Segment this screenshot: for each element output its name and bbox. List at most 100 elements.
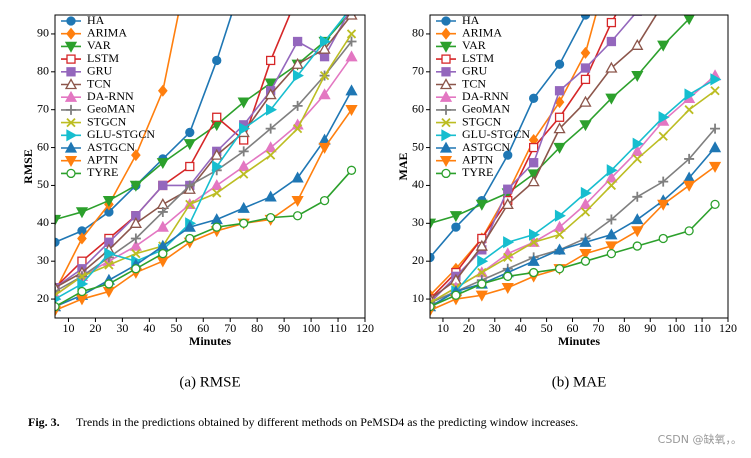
marker: [78, 257, 86, 265]
x-tick-label: 120: [719, 321, 737, 335]
marker: [659, 132, 667, 140]
marker: [294, 212, 302, 220]
marker: [213, 189, 221, 197]
marker: [452, 223, 460, 231]
marker: [442, 55, 450, 63]
marker: [442, 130, 451, 140]
marker: [452, 291, 460, 299]
marker: [212, 215, 222, 224]
marker: [213, 56, 221, 64]
y-axis-label: RMSE: [21, 149, 35, 184]
x-tick-label: 30: [489, 321, 501, 335]
marker: [212, 180, 222, 189]
legend-label: TYRE: [87, 165, 118, 179]
marker: [607, 19, 615, 27]
y-tick-label: 20: [37, 291, 49, 305]
series-line: [430, 204, 715, 306]
marker: [213, 113, 221, 121]
x-tick-label: 40: [143, 321, 155, 335]
series-line: [430, 167, 715, 311]
marker: [266, 192, 276, 201]
y-tick-label: 50: [412, 139, 424, 153]
marker: [710, 143, 720, 152]
marker: [186, 234, 194, 242]
marker: [606, 230, 616, 239]
marker: [685, 227, 693, 235]
marker: [78, 287, 86, 295]
marker: [441, 105, 451, 115]
marker: [478, 280, 486, 288]
marker: [529, 177, 539, 186]
x-tick-label: 20: [89, 321, 101, 335]
marker: [633, 155, 641, 163]
x-tick-label: 10: [437, 321, 449, 335]
subcaption: (a) RMSE: [179, 374, 240, 390]
marker: [581, 75, 589, 83]
x-tick-label: 30: [116, 321, 128, 335]
marker: [607, 181, 615, 189]
figure-caption-label: Fig. 3.: [28, 415, 60, 429]
marker: [213, 223, 221, 231]
y-tick-label: 80: [37, 64, 49, 78]
x-tick-label: 60: [197, 321, 209, 335]
marker: [105, 280, 113, 288]
marker: [66, 105, 76, 115]
marker: [530, 269, 538, 277]
marker: [632, 227, 642, 236]
marker: [556, 113, 564, 121]
x-axis-label: Minutes: [558, 334, 600, 348]
y-tick-label: 50: [37, 177, 49, 191]
y-tick-label: 40: [412, 177, 424, 191]
y-tick-label: 20: [412, 253, 424, 267]
marker: [504, 272, 512, 280]
marker: [294, 38, 302, 46]
marker: [320, 144, 330, 153]
x-tick-label: 50: [541, 321, 553, 335]
marker: [504, 185, 512, 193]
x-tick-label: 80: [618, 321, 630, 335]
marker: [348, 3, 356, 11]
marker: [685, 106, 693, 114]
marker: [530, 144, 538, 152]
x-tick-label: 20: [463, 321, 475, 335]
marker: [293, 197, 303, 206]
y-tick-label: 90: [37, 26, 49, 40]
marker: [711, 87, 719, 95]
legend-label: TYRE: [462, 165, 493, 179]
marker: [711, 200, 719, 208]
marker: [186, 163, 194, 171]
y-tick-label: 60: [37, 139, 49, 153]
marker: [442, 68, 450, 76]
x-axis-label: Minutes: [189, 334, 231, 348]
marker: [67, 169, 75, 177]
marker: [159, 250, 167, 258]
marker: [556, 87, 564, 95]
marker: [710, 163, 720, 172]
marker: [347, 86, 357, 95]
marker: [348, 2, 357, 12]
x-tick-label: 110: [693, 321, 711, 335]
y-tick-label: 10: [412, 291, 424, 305]
y-tick-label: 40: [37, 215, 49, 229]
marker: [581, 48, 589, 58]
marker: [321, 53, 329, 61]
y-tick-label: 70: [412, 64, 424, 78]
x-tick-label: 100: [302, 321, 320, 335]
y-tick-label: 60: [412, 101, 424, 115]
marker: [607, 250, 615, 258]
marker: [442, 17, 450, 25]
marker: [632, 215, 642, 224]
marker: [658, 0, 668, 8]
marker: [530, 94, 538, 102]
y-tick-label: 70: [37, 101, 49, 115]
marker: [67, 130, 76, 140]
marker: [185, 140, 195, 149]
marker: [159, 181, 167, 189]
marker: [442, 169, 450, 177]
marker: [239, 203, 249, 212]
marker: [556, 60, 564, 68]
marker: [267, 151, 275, 159]
y-tick-label: 30: [37, 253, 49, 267]
